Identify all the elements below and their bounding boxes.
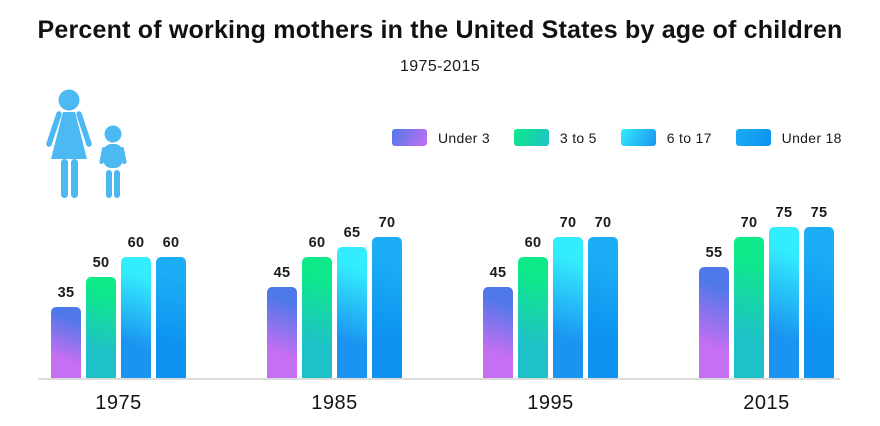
- bar-2015-6-to-17: [769, 226, 799, 378]
- bar-column-1975-6-to-17: 60: [121, 235, 151, 378]
- bar-1975-3-to-5: [86, 277, 116, 378]
- bar-value-label: 60: [524, 234, 542, 251]
- bar-column-1985-6-to-17: 65: [337, 225, 367, 378]
- legend-label: Under 18: [781, 129, 842, 146]
- bar-1985-3-to-5: [302, 256, 332, 378]
- bar-value-label: 45: [489, 265, 507, 282]
- bar-1995-3-to-5: [518, 256, 548, 378]
- bar-column-2015-under-3: 55: [699, 245, 729, 378]
- legend-item-under-3: Under 3: [392, 129, 490, 146]
- bar-group-1995: 45 60 70 70 1995: [483, 215, 618, 414]
- legend-swatch: [513, 129, 549, 146]
- bar-column-1985-3-to-5: 60: [302, 235, 332, 378]
- legend-label: Under 3: [438, 129, 490, 146]
- bar-group-2015: 55 70 75 75 2015: [699, 204, 834, 414]
- bar-1995-6-to-17: [553, 236, 583, 378]
- bar-column-1995-6-to-17: 70: [553, 215, 583, 378]
- legend-label: 3 to 5: [559, 129, 597, 146]
- legend-item-3-to-5: 3 to 5: [513, 129, 597, 146]
- bar-1975-6-to-17: [121, 256, 151, 378]
- bar-value-label: 70: [594, 214, 612, 231]
- mother-and-child-icon: [40, 86, 135, 199]
- bar-group-1975: 35 50 60 60 1975: [51, 235, 186, 414]
- bar-value-label: 35: [57, 285, 75, 302]
- bar-column-1995-3-to-5: 60: [518, 235, 548, 378]
- bar-column-2015-under-18: 75: [804, 204, 834, 378]
- bar-2015-3-to-5: [734, 236, 764, 378]
- legend: Under 3 3 to 5 6 to 17 Under 18: [392, 129, 842, 146]
- bar-value-label: 75: [810, 204, 828, 221]
- legend-item-under-18: Under 18: [735, 129, 842, 146]
- bar-column-2015-3-to-5: 70: [734, 215, 764, 378]
- plot-area: 35 50 60 60 1975 45 60 65 70 1985 45 60 70 70 1995 55 70…: [38, 204, 840, 414]
- bar-column-1975-under-18: 60: [156, 235, 186, 378]
- chart-subtitle: 1975-2015: [399, 58, 481, 75]
- bar-column-1985-under-3: 45: [267, 265, 297, 378]
- x-axis-label-1995: 1995: [527, 392, 574, 414]
- bar-column-1975-under-3: 35: [51, 285, 81, 378]
- bar-value-label: 70: [378, 214, 396, 231]
- bar-group-1985: 45 60 65 70 1985: [267, 215, 402, 414]
- bar-1995-under-18: [588, 236, 618, 378]
- bar-2015-under-3: [699, 266, 729, 378]
- legend-swatch: [620, 129, 656, 146]
- bar-column-1985-under-18: 70: [372, 215, 402, 378]
- bar-1985-under-18: [372, 236, 402, 378]
- bar-value-label: 55: [705, 244, 723, 261]
- x-axis-line: [38, 378, 840, 380]
- bar-column-1995-under-3: 45: [483, 265, 513, 378]
- bar-value-label: 75: [775, 204, 793, 221]
- legend-item-6-to-17: 6 to 17: [620, 129, 712, 146]
- bar-1995-under-3: [483, 287, 513, 378]
- legend-swatch: [735, 129, 771, 146]
- legend-label: 6 to 17: [666, 129, 712, 146]
- bar-column-2015-6-to-17: 75: [769, 204, 799, 378]
- mother-and-child-icon-svg: [46, 89, 127, 198]
- bar-1985-6-to-17: [337, 246, 367, 378]
- x-axis-label-1975: 1975: [95, 392, 142, 414]
- bar-1985-under-3: [267, 287, 297, 378]
- bar-value-label: 60: [308, 234, 326, 251]
- bar-column-1975-3-to-5: 50: [86, 255, 116, 378]
- bar-value-label: 70: [559, 214, 577, 231]
- legend-swatch: [392, 129, 427, 146]
- bar-value-label: 60: [162, 234, 180, 251]
- x-axis-label-1985: 1985: [311, 392, 358, 414]
- chart-title: Percent of working mothers in the United…: [37, 16, 843, 44]
- bar-value-label: 70: [740, 214, 758, 231]
- bar-value-label: 65: [343, 224, 361, 241]
- bar-2015-under-18: [804, 226, 834, 378]
- bar-column-1995-under-18: 70: [588, 215, 618, 378]
- bar-value-label: 50: [92, 255, 110, 271]
- bar-1975-under-18: [156, 256, 186, 378]
- bar-value-label: 60: [127, 234, 145, 251]
- x-axis-label-2015: 2015: [743, 392, 790, 414]
- bar-1975-under-3: [51, 307, 81, 378]
- bar-value-label: 45: [273, 265, 291, 282]
